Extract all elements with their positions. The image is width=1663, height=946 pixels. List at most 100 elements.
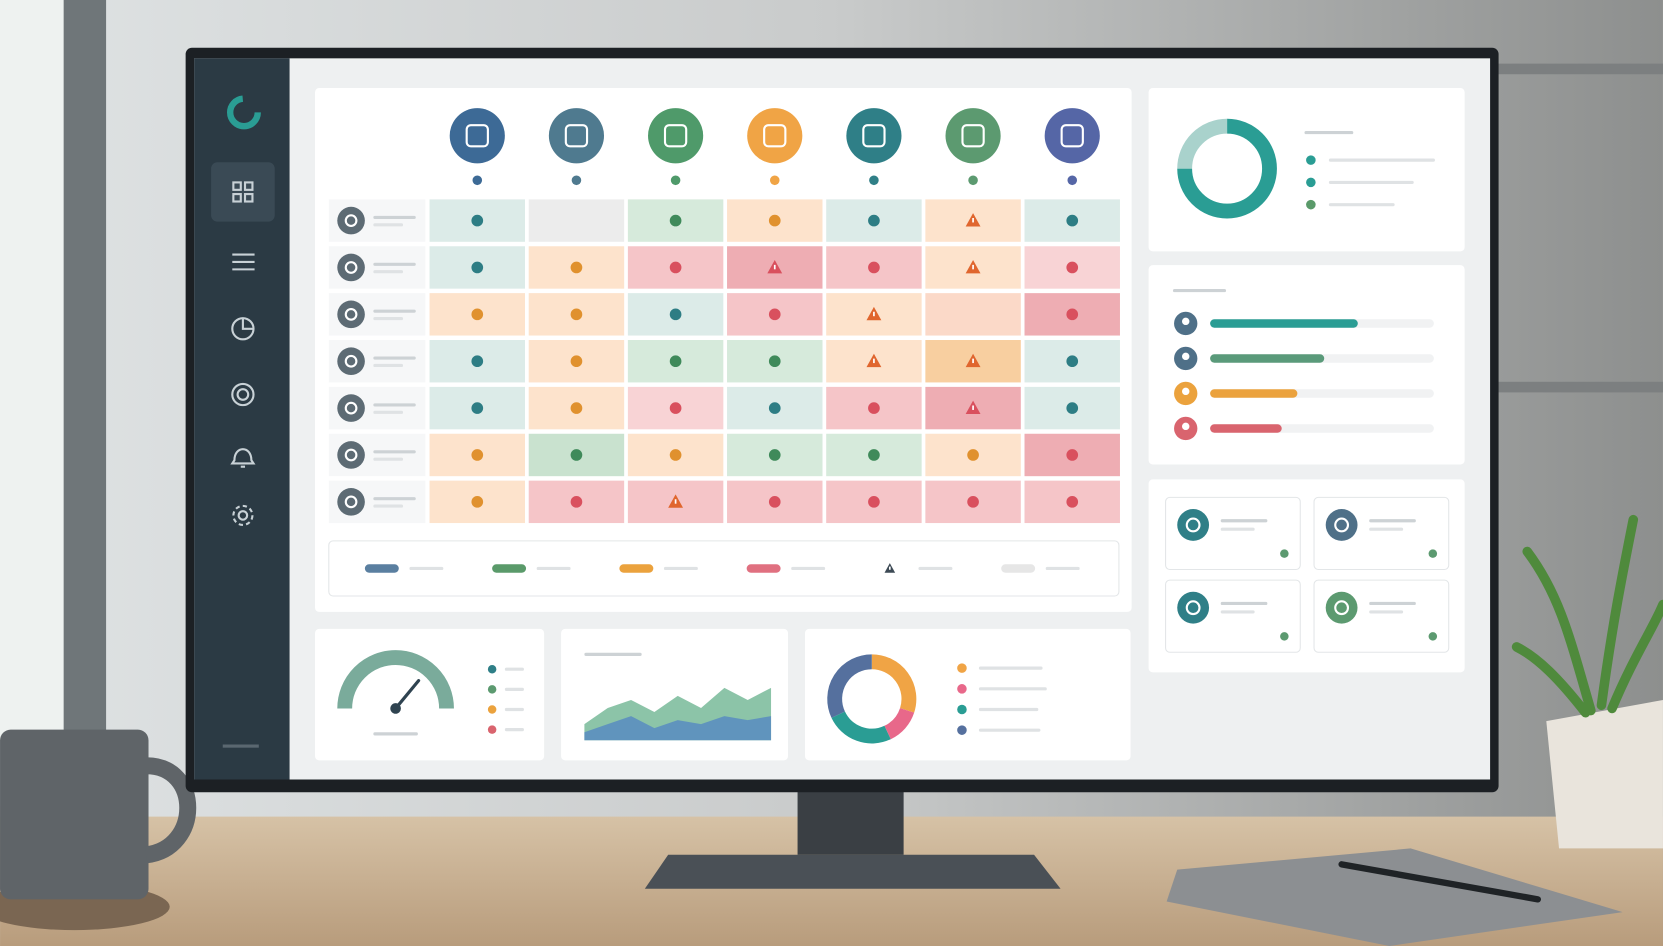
column-header-icon[interactable] (747, 108, 803, 164)
plant-pot (1546, 699, 1663, 849)
warning-bang (972, 358, 974, 364)
legend-dot (957, 704, 967, 715)
placeholder-text (373, 497, 416, 501)
plant-leaves (1511, 514, 1663, 718)
donut-segment (884, 707, 915, 740)
progress-card (1148, 265, 1465, 465)
placeholder-text (373, 356, 416, 360)
sidebar-footer (222, 744, 259, 748)
placeholder-text (1220, 519, 1268, 523)
placeholder-text (373, 316, 404, 321)
donut-segment (827, 654, 873, 718)
placeholder-text (373, 403, 416, 407)
avatar-glyph (1182, 387, 1190, 396)
column-header-icon[interactable] (945, 108, 1001, 164)
legend-dot (957, 663, 967, 673)
placeholder-text (978, 707, 1039, 712)
status-dot (570, 402, 583, 414)
column-header-icon[interactable] (846, 108, 902, 164)
donut-segment (1177, 118, 1277, 219)
status-dot (669, 214, 682, 227)
status-dot (471, 402, 484, 414)
placeholder-text (373, 450, 416, 454)
gauge-hub (390, 703, 401, 714)
legend-dot (487, 664, 497, 674)
column-glyph (961, 124, 985, 148)
status-dot (768, 449, 781, 461)
placeholder-text (504, 728, 524, 732)
tile-icon (1325, 591, 1358, 624)
status-dot (1066, 308, 1079, 321)
status-dot (967, 496, 979, 508)
matrix-cell[interactable] (925, 293, 1021, 336)
area-card (561, 628, 789, 761)
column-glyph (1060, 124, 1084, 148)
widgets (328, 108, 1450, 744)
row-icon (337, 441, 365, 469)
status-dot (868, 261, 880, 274)
status-dot (768, 214, 781, 227)
donut-segment (1177, 118, 1228, 170)
nav-settings[interactable] (232, 504, 254, 527)
status-dot (471, 214, 484, 227)
warning-bang (674, 499, 677, 504)
progress-bar (1210, 354, 1325, 363)
placeholder-text (504, 707, 524, 712)
nav-dashboard[interactable] (232, 181, 254, 203)
status-dot (570, 355, 583, 368)
warning-bang (873, 311, 875, 317)
column-header-icon[interactable] (648, 108, 704, 164)
placeholder-text (978, 728, 1041, 732)
placeholder-text (978, 666, 1043, 670)
placeholder-text (373, 732, 418, 736)
column-glyph (564, 124, 589, 148)
placeholder-text (1369, 519, 1416, 523)
matrix-cell[interactable] (528, 199, 625, 242)
column-status-dot (472, 175, 483, 186)
placeholder-text (373, 223, 404, 227)
legend-dot (957, 684, 967, 694)
column-glyph (663, 124, 688, 148)
logo (226, 95, 261, 130)
pen (1338, 861, 1541, 903)
column-glyph (763, 124, 787, 148)
nav-active[interactable] (211, 162, 275, 222)
nav-reports[interactable] (231, 317, 255, 341)
placeholder-text (978, 687, 1047, 691)
status-dot (768, 402, 781, 414)
tile-glyph (1185, 517, 1201, 533)
window (0, 0, 64, 807)
nav-alerts[interactable] (230, 448, 256, 468)
placeholder-text (373, 270, 404, 274)
nav-list[interactable] (232, 253, 255, 271)
avatar-glyph (1182, 317, 1190, 326)
status-dot (768, 355, 781, 368)
nav-targets[interactable] (231, 382, 255, 407)
column-header-icon[interactable] (548, 108, 605, 164)
ring-card (804, 628, 1131, 761)
column-header-icon[interactable] (449, 108, 505, 164)
placeholder-text (918, 566, 953, 571)
status-dot (570, 261, 583, 274)
placeholder-text (409, 566, 444, 571)
placeholder-text (1328, 158, 1435, 162)
column-status-dot (869, 175, 879, 186)
legend-dot (957, 725, 967, 735)
status-dot (1066, 402, 1079, 414)
column-header-icon[interactable] (1044, 108, 1100, 164)
placeholder-text (1304, 130, 1354, 135)
row-icon (337, 394, 365, 422)
row-icon (337, 206, 365, 235)
status-dot (1066, 261, 1079, 274)
column-status-dot (769, 175, 780, 186)
column-status-dot (968, 175, 978, 186)
tile-dot (1428, 549, 1438, 558)
placeholder-text (373, 262, 416, 266)
status-dot (868, 449, 880, 461)
warning-bang (972, 217, 974, 223)
status-dot (570, 496, 583, 508)
status-dot (1066, 214, 1079, 227)
placeholder-text (373, 410, 404, 414)
tile-dot (1280, 549, 1289, 558)
